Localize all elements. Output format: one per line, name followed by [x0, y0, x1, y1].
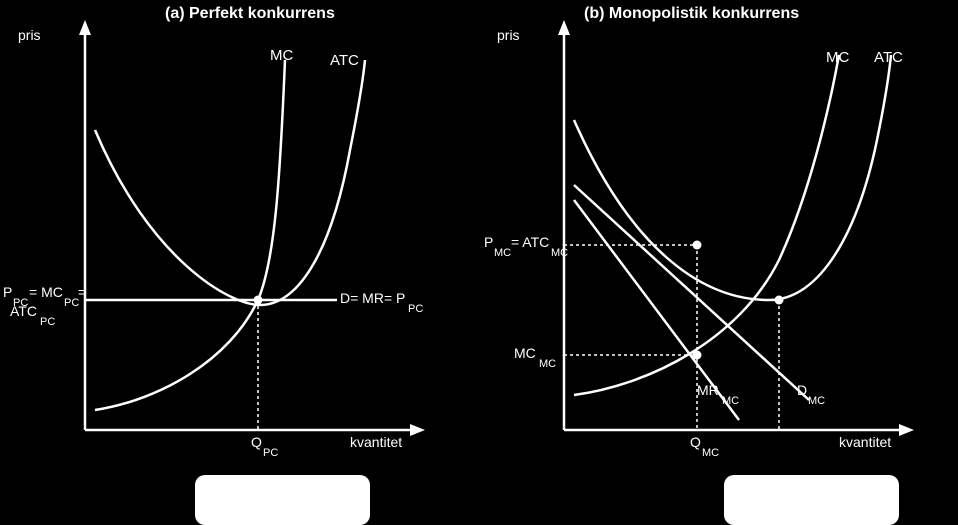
- panel-b-atcmin-point: [775, 296, 784, 305]
- panel-a-ylabel: pris: [18, 27, 41, 43]
- panel-a-eq-right-label: D= MR= P PC: [340, 290, 423, 315]
- panel-b-demand-line: [574, 185, 809, 400]
- panel-b-mc-curve: [574, 55, 839, 395]
- svg-text:P: P: [3, 284, 12, 300]
- panel-a-perfekt-konkurrens: (a) Perfekt konkurrens pris kvantitet MC…: [0, 0, 479, 521]
- panel-a-xlabel: kvantitet: [350, 434, 402, 450]
- panel-b-mceq-label: MC MC: [514, 345, 556, 370]
- panel-a-mc-curve: [95, 60, 285, 410]
- svg-text:ATC: ATC: [10, 303, 37, 319]
- svg-text:MC: MC: [702, 447, 719, 459]
- panel-b-atc-label: ATC: [874, 49, 903, 66]
- panel-b-xlabel: kvantitet: [839, 434, 891, 450]
- panel-b-ylabel: pris: [497, 27, 520, 43]
- panel-a-q-label: Q PC: [251, 434, 278, 459]
- svg-text:MC: MC: [551, 247, 568, 259]
- svg-text:= MC: = MC: [29, 284, 63, 300]
- panel-a-mc-label: MC: [270, 47, 293, 64]
- svg-text:P: P: [484, 234, 493, 250]
- panel-b-price-point: [693, 241, 702, 250]
- panel-a-title: (a) Perfekt konkurrens: [165, 5, 335, 22]
- panel-b-mc-point: [693, 351, 702, 360]
- svg-text:MC: MC: [494, 247, 511, 259]
- svg-text:Q: Q: [251, 434, 262, 450]
- svg-text:MC: MC: [514, 345, 536, 361]
- svg-text:=: =: [78, 284, 86, 300]
- svg-text:MC: MC: [808, 395, 825, 407]
- panel-b-whitebox: [724, 475, 899, 525]
- svg-text:D: D: [797, 382, 807, 398]
- svg-text:D= MR= P: D= MR= P: [340, 290, 405, 306]
- panel-b-mr-label: MR MC: [697, 382, 739, 407]
- panel-b-title: (b) Monopolistik konkurrens: [584, 5, 799, 22]
- svg-text:= ATC: = ATC: [511, 234, 549, 250]
- panel-a-atc-curve: [95, 60, 365, 305]
- panel-b-mc-label: MC: [826, 49, 849, 66]
- svg-text:MC: MC: [722, 395, 739, 407]
- panel-a-atc-label: ATC: [330, 52, 359, 69]
- panel-a-axes: [79, 20, 425, 436]
- svg-text:MR: MR: [697, 382, 719, 398]
- svg-text:PC: PC: [408, 303, 423, 315]
- panel-a-svg: (a) Perfekt konkurrens pris kvantitet MC…: [0, 0, 479, 521]
- panel-b-svg: (b) Monopolistik konkurrens pris kvantit…: [479, 0, 958, 521]
- svg-text:Q: Q: [690, 434, 701, 450]
- panel-b-d-label: D MC: [797, 382, 825, 407]
- panel-a-whitebox: [195, 475, 370, 525]
- panel-b-q-label: Q MC: [690, 434, 719, 459]
- svg-text:PC: PC: [263, 447, 278, 459]
- svg-text:PC: PC: [40, 316, 55, 328]
- panel-a-eq-left-label: P PC = MC PC = ATC PC: [3, 284, 86, 328]
- panel-b-price-label: P MC = ATC MC: [484, 234, 568, 259]
- panel-b-axes: [558, 20, 914, 436]
- svg-text:MC: MC: [539, 358, 556, 370]
- panel-b-monopolistik-konkurrens: (b) Monopolistik konkurrens pris kvantit…: [479, 0, 958, 521]
